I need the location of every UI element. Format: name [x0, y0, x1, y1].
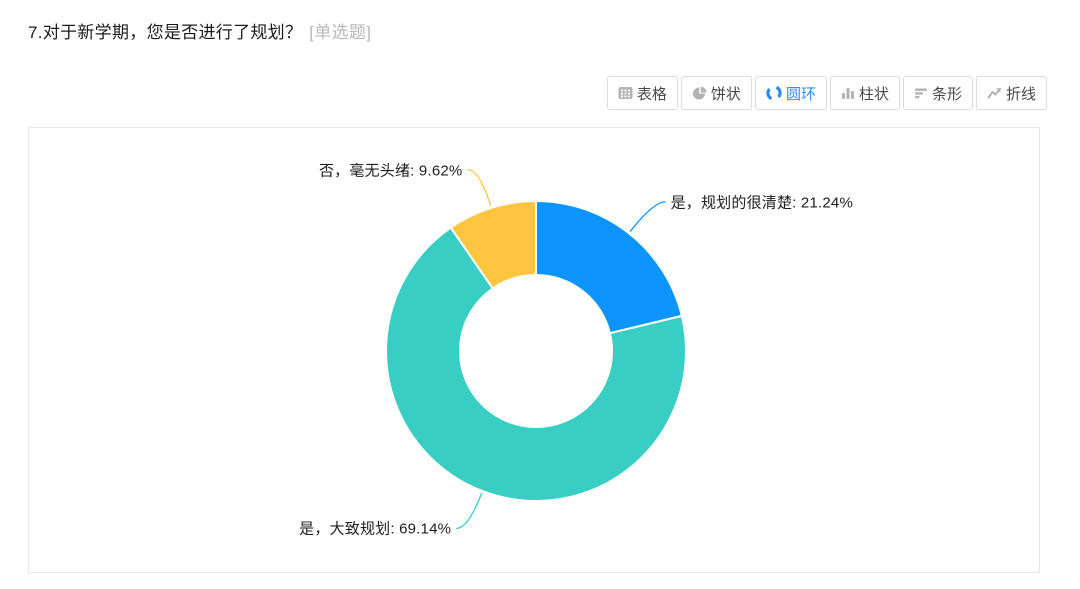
chart-type-toolbar: 表格 饼状 圆环 柱状 条形	[604, 76, 1047, 110]
chart-type-label: 柱状	[858, 85, 889, 103]
slice-label-clear-plan: 是，规划的很清楚: 21.24%	[670, 194, 853, 212]
donut-chart[interactable]	[29, 128, 1039, 572]
chart-type-label: 圆环	[785, 85, 816, 103]
chart-type-label: 折线	[1005, 85, 1036, 103]
line-icon	[987, 86, 1002, 100]
label-leader-line	[456, 492, 483, 530]
chart-type-button-pie[interactable]: 饼状	[680, 76, 752, 110]
chart-type-label: 表格	[636, 85, 667, 103]
chart-type-button-table[interactable]: 表格	[606, 76, 678, 110]
chart-type-button-donut[interactable]: 圆环	[754, 76, 827, 110]
question-type-tag: [单选题]	[309, 23, 372, 42]
chart-type-label: 饼状	[710, 85, 741, 103]
chart-type-button-column[interactable]: 柱状	[829, 76, 900, 110]
label-leader-line	[467, 168, 492, 207]
chart-type-button-bar[interactable]: 条形	[902, 76, 973, 110]
question-title-row: 7.对于新学期，您是否进行了规划？ [单选题]	[28, 18, 371, 43]
column-icon	[841, 86, 855, 100]
label-leader-line	[629, 201, 666, 233]
question-title: 7.对于新学期，您是否进行了规划？	[28, 23, 303, 42]
chart-type-button-line[interactable]: 折线	[975, 76, 1047, 110]
table-icon	[618, 86, 633, 100]
slice-label-no-plan: 否，毫无头绪: 9.62%	[318, 162, 463, 180]
bar-icon	[914, 86, 928, 100]
donut-segment[interactable]	[449, 200, 537, 290]
chart-panel: 是，规划的很清楚: 21.24% 是，大致规划: 69.14% 否，毫无头绪: …	[28, 127, 1040, 573]
donut-segment[interactable]	[535, 200, 683, 335]
donut-segment[interactable]	[385, 226, 687, 502]
pie-icon	[692, 86, 707, 101]
slice-label-rough-plan: 是，大致规划: 69.14%	[299, 520, 452, 538]
donut-icon	[766, 85, 782, 101]
chart-type-label: 条形	[931, 85, 962, 103]
